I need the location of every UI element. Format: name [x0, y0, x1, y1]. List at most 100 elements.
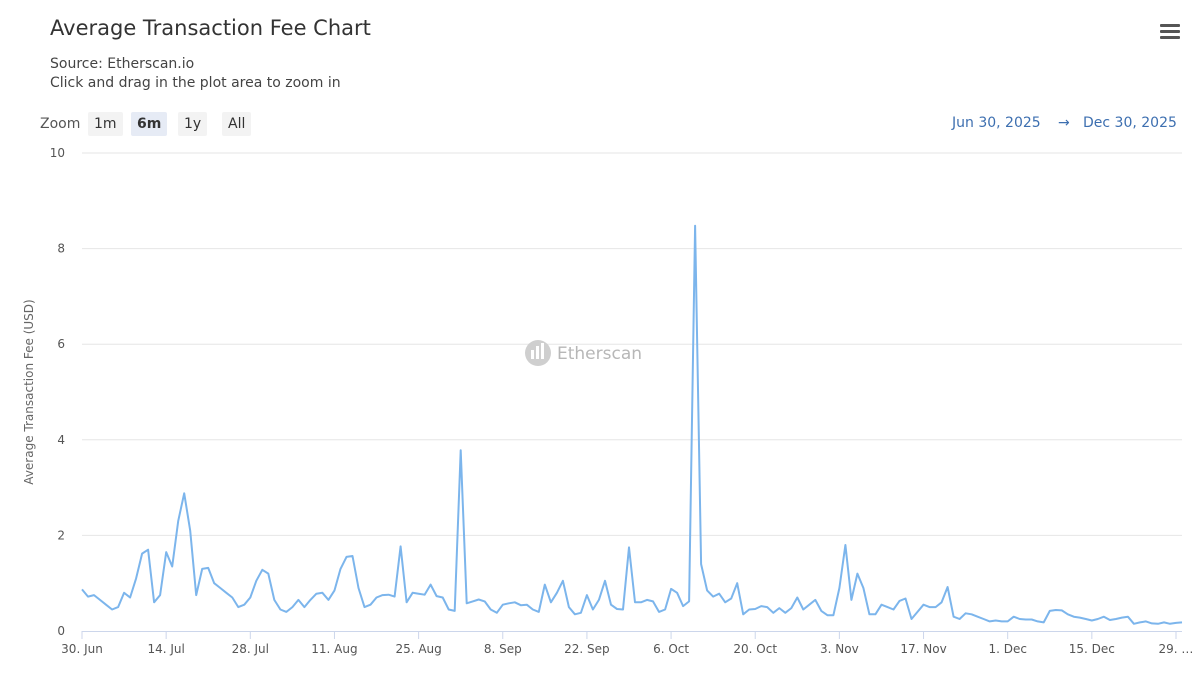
data-point	[367, 601, 375, 609]
zoom-label: Zoom	[40, 116, 81, 132]
data-point	[733, 579, 741, 587]
data-point	[270, 596, 278, 604]
data-point	[787, 604, 795, 612]
data-point	[547, 598, 555, 606]
watermark: Etherscan	[525, 340, 642, 366]
data-point	[192, 591, 200, 599]
data-point	[240, 601, 248, 609]
data-point	[126, 594, 134, 602]
x-tick-label: 17. Nov	[900, 642, 946, 656]
data-point	[150, 598, 158, 606]
data-point	[1124, 613, 1132, 621]
etherscan-logo-icon	[525, 340, 551, 366]
data-point	[914, 608, 922, 616]
data-point	[944, 583, 952, 591]
data-point	[565, 603, 573, 611]
data-point	[577, 609, 585, 617]
y-tick-label: 10	[50, 146, 65, 160]
x-tick-label: 28. Jul	[232, 642, 269, 656]
data-point	[685, 597, 693, 605]
data-point	[649, 597, 657, 605]
data-point	[697, 560, 705, 568]
data-point	[162, 548, 170, 556]
data-point	[439, 594, 447, 602]
grid-lines	[82, 152, 1182, 536]
data-point	[703, 586, 711, 594]
data-point	[457, 446, 465, 454]
data-point	[956, 615, 964, 623]
zoom-6m-button[interactable]: 6m	[131, 112, 168, 136]
zoom-hint-text: Click and drag in the plot area to zoom …	[50, 75, 341, 91]
data-point	[853, 570, 861, 578]
zoom-1m-button[interactable]: 1m	[88, 112, 123, 136]
data-point	[715, 590, 723, 598]
range-end-input[interactable]: Dec 30, 2025	[1083, 115, 1177, 131]
y-axis-label: Average Transaction Fee (USD)	[22, 299, 36, 484]
x-tick-label: 15. Dec	[1069, 642, 1115, 656]
data-point	[938, 598, 946, 606]
x-tick-label: 30. Jun	[61, 642, 103, 656]
zoom-all-button[interactable]: All	[222, 112, 252, 136]
y-axis-ticks: 0 2 4 6 8 10	[50, 146, 65, 638]
data-point	[114, 603, 122, 611]
data-point	[252, 577, 260, 585]
watermark-text: Etherscan	[557, 344, 642, 364]
data-point	[847, 596, 855, 604]
x-tick-label: 3. Nov	[820, 642, 859, 656]
data-point	[829, 611, 837, 619]
data-point	[859, 584, 867, 592]
zoom-1y-button[interactable]: 1y	[178, 112, 208, 136]
data-point	[535, 608, 543, 616]
data-point	[397, 542, 405, 550]
data-point	[595, 596, 603, 604]
data-point	[890, 606, 898, 614]
data-point	[835, 584, 843, 592]
data-point	[337, 565, 345, 573]
data-point	[78, 585, 86, 593]
range-arrow: →	[1058, 115, 1070, 131]
x-tick-label: 20. Oct	[733, 642, 777, 656]
data-point	[661, 606, 669, 614]
data-point	[132, 574, 140, 582]
data-point	[174, 517, 182, 525]
chart-title: Average Transaction Fee Chart	[50, 16, 371, 40]
y-tick-label: 0	[57, 624, 65, 638]
data-point	[541, 581, 549, 589]
x-tick-label: 1. Dec	[988, 642, 1026, 656]
data-point	[841, 541, 849, 549]
data-point	[264, 570, 272, 578]
data-point	[871, 610, 879, 618]
y-tick-label: 8	[57, 242, 65, 256]
data-point	[673, 589, 681, 597]
data-point	[619, 606, 627, 614]
data-point	[180, 489, 188, 497]
data-point	[691, 222, 699, 230]
x-axis: 30. Jun 14. Jul 28. Jul 11. Aug 25. Aug 8. Se…	[61, 631, 1193, 656]
data-point	[144, 546, 152, 554]
data-point	[559, 577, 567, 585]
hamburger-menu-icon[interactable]	[1156, 20, 1184, 44]
data-point	[908, 615, 916, 623]
data-point	[625, 543, 633, 551]
x-tick-label: 25. Aug	[395, 642, 441, 656]
data-point	[493, 609, 501, 617]
data-point	[300, 603, 308, 611]
data-point	[727, 595, 735, 603]
data-point	[481, 597, 489, 605]
data-point	[403, 598, 411, 606]
source-text: Source: Etherscan.io	[50, 56, 195, 72]
data-point	[391, 593, 399, 601]
data-point	[427, 581, 435, 589]
data-point	[793, 594, 801, 602]
data-point	[349, 552, 357, 560]
data-point	[902, 595, 910, 603]
data-point	[331, 586, 339, 594]
data-point	[811, 596, 819, 604]
data-point	[451, 607, 459, 615]
data-point	[601, 577, 609, 585]
x-tick-label: 8. Sep	[484, 642, 522, 656]
range-start-input[interactable]: Jun 30, 2025	[952, 115, 1041, 131]
y-tick-label: 2	[57, 528, 65, 542]
data-point	[288, 603, 296, 611]
